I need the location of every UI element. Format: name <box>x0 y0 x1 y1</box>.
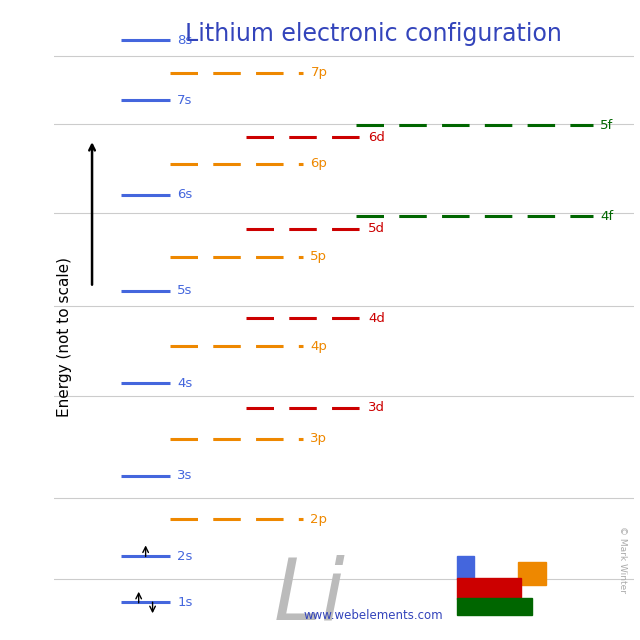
Text: www.webelements.com: www.webelements.com <box>303 609 443 622</box>
Text: 4d: 4d <box>369 312 385 325</box>
Text: 8s: 8s <box>177 34 193 47</box>
Text: 3s: 3s <box>177 469 193 483</box>
Text: Lithium electronic configuration: Lithium electronic configuration <box>184 22 561 46</box>
Text: 4p: 4p <box>310 340 327 353</box>
Bar <box>457 578 521 600</box>
Text: 6s: 6s <box>177 188 193 202</box>
Text: 4f: 4f <box>600 210 613 223</box>
Text: 4s: 4s <box>177 377 193 390</box>
Text: 3d: 3d <box>369 401 385 415</box>
Text: 1s: 1s <box>177 596 193 609</box>
Text: 5s: 5s <box>177 284 193 297</box>
Text: 5f: 5f <box>600 118 613 132</box>
Bar <box>457 598 532 615</box>
Text: 6d: 6d <box>369 131 385 144</box>
Bar <box>457 556 474 579</box>
Bar <box>518 562 545 585</box>
Text: 3p: 3p <box>310 433 328 445</box>
Text: 6p: 6p <box>310 157 327 170</box>
Text: 5d: 5d <box>369 222 385 236</box>
Text: 2p: 2p <box>310 513 328 525</box>
Text: 7p: 7p <box>310 66 328 79</box>
Text: 2s: 2s <box>177 550 193 563</box>
Text: © Mark Winter: © Mark Winter <box>618 526 627 593</box>
Text: 7s: 7s <box>177 94 193 107</box>
Text: 5p: 5p <box>310 250 328 263</box>
Text: Li: Li <box>273 555 345 638</box>
Text: Energy (not to scale): Energy (not to scale) <box>58 257 72 417</box>
